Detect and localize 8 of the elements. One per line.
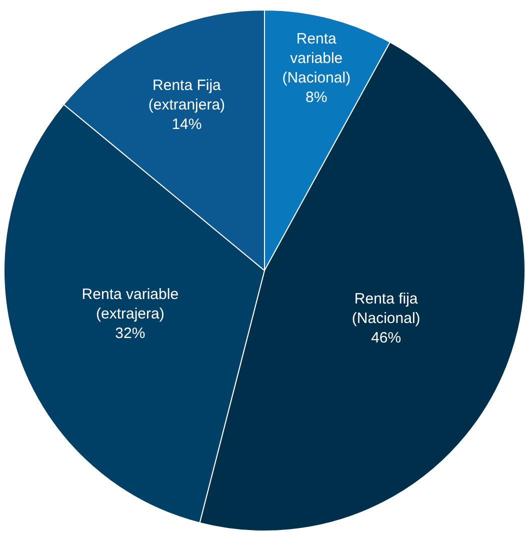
- slice-label: Renta variable (Nacional): [282, 30, 351, 87]
- data-label: 8%: [306, 89, 328, 106]
- slice-label: Renta variable (extrajera): [82, 286, 179, 323]
- data-label: 46%: [371, 330, 402, 347]
- data-label: 14%: [172, 116, 202, 134]
- slice-label: Renta Fija (extranjera): [148, 77, 226, 114]
- data-label: 32%: [115, 325, 146, 342]
- slice-label: Renta fija (Nacional): [352, 290, 420, 328]
